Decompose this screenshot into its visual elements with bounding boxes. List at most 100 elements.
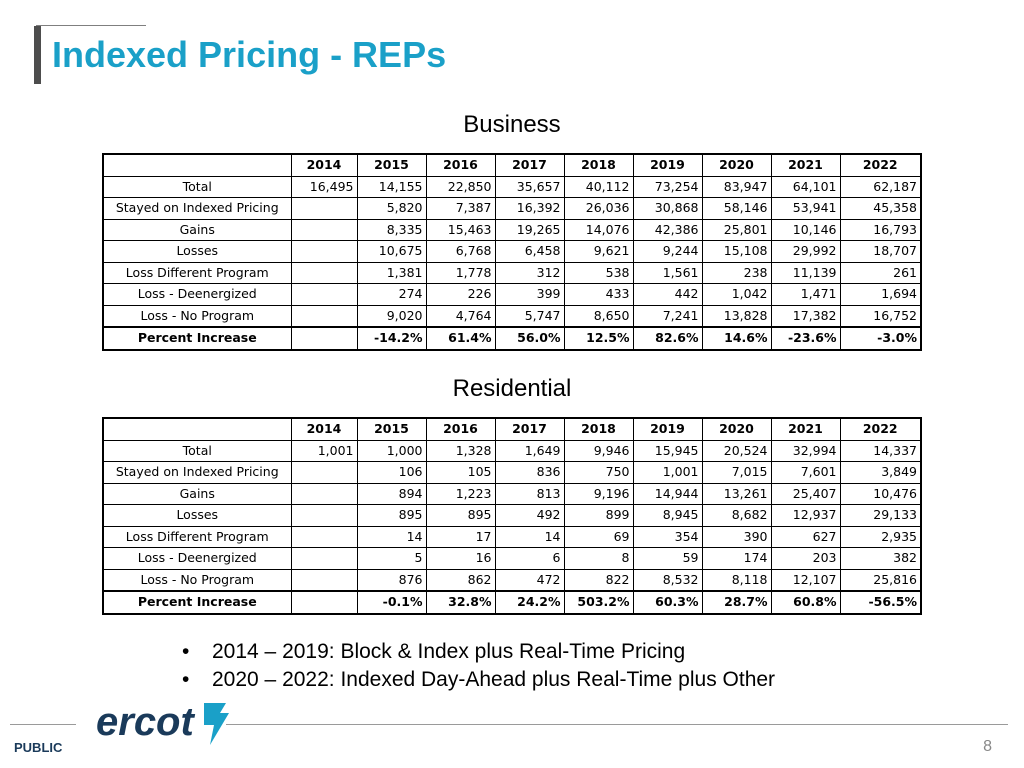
table-row: Total 1,001 1,000 1,328 1,649 9,946 15,945 20,5… (102, 439, 922, 462)
residential-section-title: Residential (452, 375, 572, 402)
table-cell: 11,139 (770, 261, 841, 284)
table-cell: 6 (494, 547, 565, 570)
table-cell: 203 (770, 547, 841, 570)
table-cell: 29,992 (770, 240, 841, 263)
table-cell: 1,471 (770, 283, 841, 306)
table-cell: 10,476 (839, 482, 922, 505)
table-cell: 30,868 (632, 197, 703, 220)
table-cell: 5,820 (356, 197, 427, 220)
table-cell: 14 (494, 525, 565, 548)
table-cell: 876 (356, 568, 427, 592)
table-cell: 106 (356, 461, 427, 484)
table-cell: 73,254 (632, 175, 703, 198)
table-cell: 174 (701, 547, 772, 570)
table-cell: 32,994 (770, 439, 841, 462)
table-cell: 894 (356, 482, 427, 505)
table-cell (290, 197, 358, 220)
table-cell: 14.6% (701, 326, 772, 350)
year-header: 2016 (425, 417, 496, 441)
table-cell: 274 (356, 283, 427, 306)
row-label: Stayed on Indexed Pricing (102, 461, 292, 484)
table-cell: 538 (563, 261, 634, 284)
table-cell: 25,801 (701, 218, 772, 241)
table-cell: 3,849 (839, 461, 922, 484)
table-cell: 1,778 (425, 261, 496, 284)
corner-cell (102, 417, 292, 441)
svg-text:ercot: ercot (96, 700, 195, 744)
table-cell: 1,649 (494, 439, 565, 462)
table-cell: 15,463 (425, 218, 496, 241)
title-accent-bar (34, 26, 41, 84)
table-cell: 1,694 (839, 283, 922, 306)
table-cell: 354 (632, 525, 703, 548)
table-cell: 8,945 (632, 504, 703, 527)
table-row: Percent Increase -0.1% 32.8% 24.2% 503.2% 60.… (102, 590, 922, 614)
table-row: Losses 895 895 492 899 8,945 8,682 12,937 29,133 (102, 504, 922, 527)
top-rule (36, 25, 146, 26)
table-cell: 5,747 (494, 304, 565, 328)
table-cell: 7,601 (770, 461, 841, 484)
table-cell (290, 590, 358, 614)
table-cell: -23.6% (770, 326, 841, 350)
table-cell: 61.4% (425, 326, 496, 350)
table-cell: 32.8% (425, 590, 496, 614)
table-cell: 10,146 (770, 218, 841, 241)
ercot-logo: ercot (96, 700, 229, 745)
row-label: Loss - Deenergized (102, 283, 292, 306)
table-cell: 60.8% (770, 590, 841, 614)
table-cell (290, 482, 358, 505)
table-cell: 9,244 (632, 240, 703, 263)
table-cell (290, 304, 358, 328)
table-cell: 261 (839, 261, 922, 284)
year-header: 2019 (632, 417, 703, 441)
footer-label: PUBLIC (14, 740, 63, 755)
table-cell: 22,850 (425, 175, 496, 198)
list-item: • 2020 – 2022: Indexed Day-Ahead plus Rea… (182, 668, 776, 691)
row-label: Total (102, 175, 292, 198)
table-cell: 12.5% (563, 326, 634, 350)
list-item: • 2014 – 2019: Block & Index plus Real-Ti… (182, 640, 686, 663)
table-cell: -0.1% (356, 590, 427, 614)
table-cell: 18,707 (839, 240, 922, 263)
table-cell: 1,381 (356, 261, 427, 284)
table-cell: 53,941 (770, 197, 841, 220)
table-cell: 35,657 (494, 175, 565, 198)
year-header: 2014 (290, 153, 358, 177)
table-cell (290, 525, 358, 548)
year-header: 2022 (839, 153, 922, 177)
corner-cell (102, 153, 292, 177)
table-cell: 862 (425, 568, 496, 592)
row-label: Loss Different Program (102, 525, 292, 548)
table-cell: 7,387 (425, 197, 496, 220)
table-cell: 382 (839, 547, 922, 570)
table-cell: 20,524 (701, 439, 772, 462)
table-cell: 25,407 (770, 482, 841, 505)
table-cell: 16,752 (839, 304, 922, 328)
table-cell: 627 (770, 525, 841, 548)
table-row: Loss - No Program 9,020 4,764 5,747 8,650 7,2… (102, 304, 922, 328)
table-cell: 82.6% (632, 326, 703, 350)
table-cell (290, 261, 358, 284)
table-cell: 17,382 (770, 304, 841, 328)
table-cell: 1,561 (632, 261, 703, 284)
table-cell: 19,265 (494, 218, 565, 241)
table-cell: 17 (425, 525, 496, 548)
table-cell: 8,650 (563, 304, 634, 328)
table-cell: 813 (494, 482, 565, 505)
row-label: Loss - No Program (102, 568, 292, 592)
table-header-row: 2014 2015 2016 2017 2018 2019 2020 2021 2022 (102, 153, 922, 177)
table-cell: 4,764 (425, 304, 496, 328)
table-cell: 5 (356, 547, 427, 570)
table-cell: 492 (494, 504, 565, 527)
table-cell: 12,107 (770, 568, 841, 592)
table-cell: 9,621 (563, 240, 634, 263)
table-cell: 45,358 (839, 197, 922, 220)
table-cell: 14,076 (563, 218, 634, 241)
year-header: 2019 (632, 153, 703, 177)
lightning-icon (204, 703, 229, 745)
table-cell (290, 218, 358, 241)
page-number: 8 (983, 738, 992, 755)
table-cell: 8,532 (632, 568, 703, 592)
table-cell (290, 504, 358, 527)
table-cell: 12,937 (770, 504, 841, 527)
